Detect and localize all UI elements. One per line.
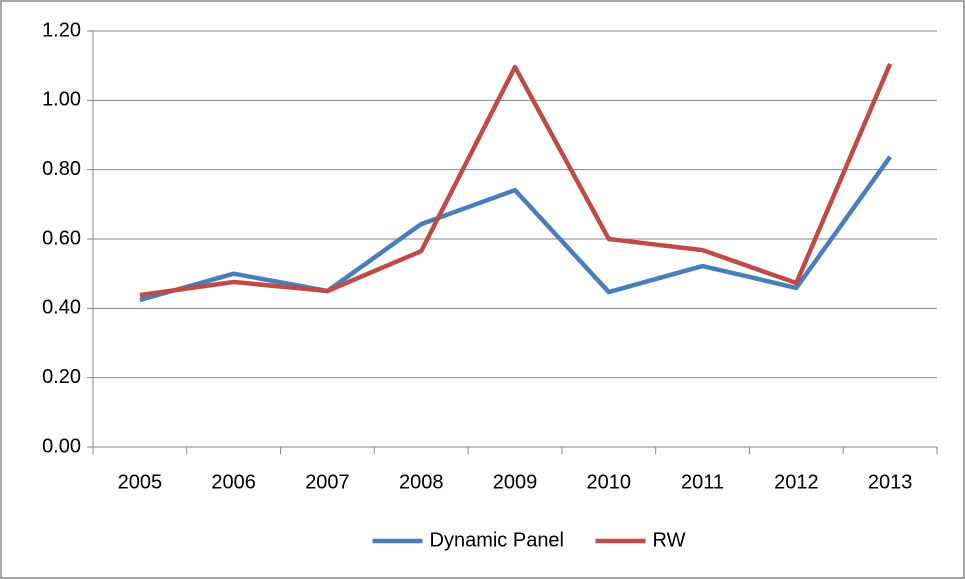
y-tick-label: 0.40: [42, 297, 81, 319]
x-tick-label: 2011: [681, 471, 724, 493]
x-tick-label: 2012: [774, 471, 819, 493]
y-tick-label: 1.20: [42, 19, 81, 41]
legend-label: Dynamic Panel: [430, 529, 565, 551]
x-tick-label: 2008: [399, 471, 444, 493]
x-tick-label: 2005: [118, 471, 163, 493]
x-tick-label: 2007: [305, 471, 350, 493]
x-tick-label: 2010: [587, 471, 632, 493]
x-tick-label: 2013: [868, 471, 913, 493]
series-line: [139, 63, 893, 298]
y-tick-label: 0.00: [42, 435, 81, 457]
y-tick-label: 0.60: [42, 227, 81, 249]
x-tick-label: 2009: [493, 471, 538, 493]
x-tick-label: 2006: [211, 471, 256, 493]
y-tick-label: 0.80: [42, 158, 81, 180]
legend-label: RW: [653, 529, 686, 551]
series-line: [139, 155, 892, 303]
y-tick-label: 0.20: [42, 366, 81, 388]
y-tick-label: 1.00: [42, 89, 81, 111]
